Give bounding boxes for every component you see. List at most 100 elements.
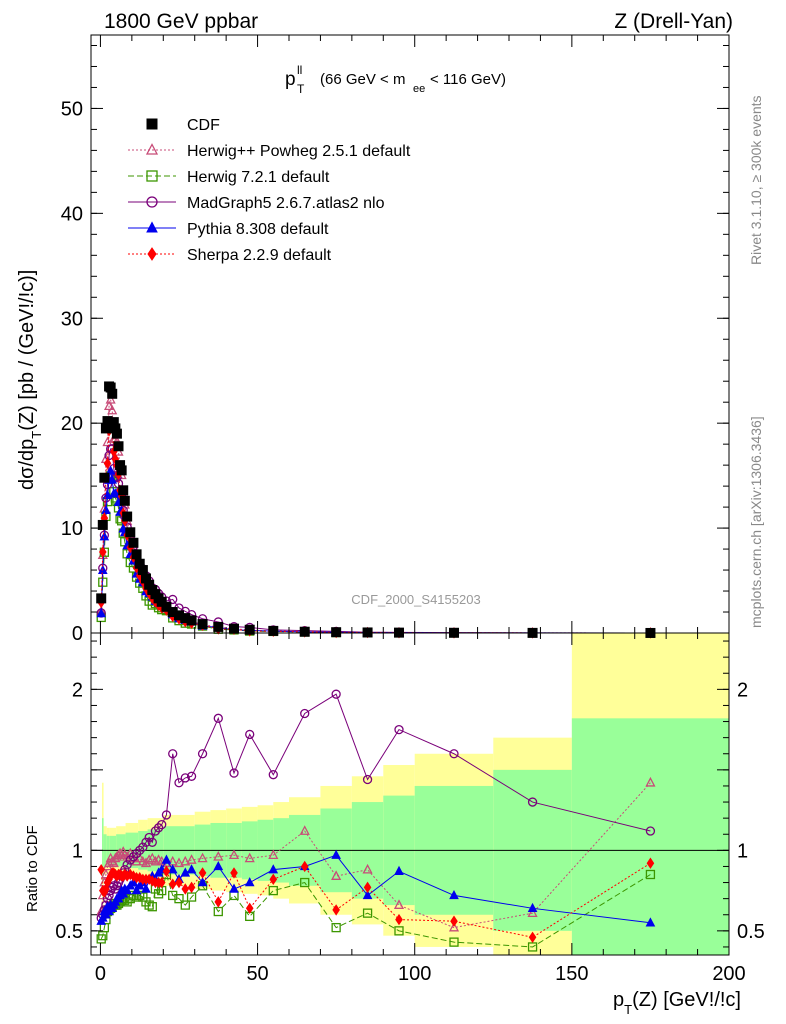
main-ytick-label: 0 (72, 623, 83, 645)
ratio-marker-herwigpp (144, 854, 155, 864)
ratio-marker-pythia (141, 883, 151, 893)
ratio-marker-madgraph (180, 773, 190, 783)
title-range-sub: ee (413, 83, 425, 95)
ratio-series-pythia (96, 849, 656, 927)
ratio-marker-pythia (244, 877, 255, 887)
main-marker-herwigpp (105, 393, 116, 404)
ratio-xlabel: pT(Z) [GeV!/!c] (613, 989, 741, 1017)
ratio-marker-pythia (229, 883, 239, 893)
cdf-point (116, 465, 127, 476)
ratio-marker-herwigpp (228, 849, 240, 860)
ratio-marker-sherpa (175, 876, 183, 889)
ratio-marker-herwigpp (213, 850, 224, 861)
ratio-marker-herwigpp (527, 907, 538, 917)
cdf-point (268, 625, 279, 636)
analysis-watermark: CDF_2000_S4155203 (351, 592, 480, 607)
cdf-point (118, 485, 129, 496)
xlabel-sub: T (624, 1002, 632, 1017)
ratio-marker-herwig7 (144, 900, 154, 910)
ratio-marker-herwig7 (268, 885, 278, 896)
ratio-marker-sherpa (181, 883, 190, 895)
ratio-bands (91, 633, 729, 955)
ratio-marker-madgraph (527, 797, 538, 807)
xtick-label: 150 (555, 963, 588, 985)
cdf-point (362, 627, 373, 638)
title-sub: T (297, 82, 305, 96)
ratio-ylabel: Ratio to CDF (24, 825, 41, 912)
ratio-marker-pythia (180, 867, 191, 877)
cdf-point (97, 519, 108, 530)
cdf-point (107, 388, 118, 399)
cdf-point (244, 624, 255, 635)
legend-entry-herwig7: Herwig 7.2.1 default (128, 169, 330, 186)
ylabel-sub: T (29, 431, 44, 439)
cdf-point (131, 549, 142, 560)
ratio-marker-madgraph (153, 823, 164, 833)
main-ytick-label: 50 (61, 98, 83, 120)
ratio-marker-madgraph (229, 768, 239, 778)
ratio-marker-herwig7 (96, 934, 106, 944)
main-ytick-label: 10 (61, 518, 83, 540)
header-left: 1800 GeV ppbar (104, 10, 258, 33)
ratio-marker-madgraph (144, 832, 154, 843)
ratio-marker-madgraph (131, 848, 142, 859)
ratio-marker-sherpa (157, 876, 166, 889)
legend-label: Herwig 7.2.1 default (187, 169, 330, 186)
ratio-marker-herwig7 (141, 897, 151, 907)
ratio-marker-herwig7 (153, 889, 164, 899)
ratio-frame (90, 632, 730, 956)
cdf-point (161, 601, 172, 612)
ratio-marker-herwig7 (331, 922, 341, 933)
ratio-marker-pythia (645, 917, 656, 927)
ratio-marker-herwigpp (299, 825, 310, 835)
ratio-marker-madgraph (135, 845, 145, 855)
ratio-marker-herwigpp (197, 852, 208, 863)
ratio-marker-herwig7 (300, 877, 310, 888)
ylabel-part-1: dσ/dp (16, 439, 38, 490)
main-marker-pythia (99, 531, 110, 541)
ratio-marker-herwigpp (147, 852, 158, 863)
xtick-label: 0 (95, 963, 106, 985)
ratio-marker-herwigpp (180, 855, 191, 866)
main-line-pythia (100, 470, 651, 634)
header-right: Z (Drell-Yan) (614, 10, 733, 33)
cdf-point (122, 511, 133, 522)
ratio-marker-herwigpp (393, 899, 405, 909)
title-range-b: < 116 GeV) (430, 71, 506, 88)
ratio-ytick-label: 2 (72, 679, 83, 701)
legend-label: Sherpa 2.2.9 default (187, 247, 332, 264)
ratio-marker-herwigpp (150, 855, 161, 866)
ratio-marker-pythia (131, 885, 142, 895)
main-title: p ll T (66 GeV < m ee < 116 GeV) (285, 63, 506, 96)
title-range-a: (66 GeV < m (320, 71, 405, 88)
ratio-marker-pythia (186, 864, 197, 874)
legend-marker-herwigpp (145, 143, 159, 155)
legend-entry-pythia: Pythia 8.308 default (128, 221, 329, 238)
cdf-point (186, 615, 197, 626)
cdf-point (99, 472, 110, 483)
ratio-marker-herwig7 (180, 900, 190, 910)
ratio-marker-herwig7 (125, 894, 135, 904)
cdf-point (128, 537, 139, 548)
mcplots-url-label: mcplots.cern.ch [arXiv:1306.3436] (748, 416, 764, 628)
ratio-marker-sherpa (245, 902, 254, 915)
ratio-marker-herwig7 (394, 926, 404, 936)
ratio-marker-madgraph (362, 774, 373, 785)
ratio-marker-pythia (449, 889, 459, 900)
legend-marker-sherpa (147, 247, 157, 261)
ratio-marker-sherpa (187, 881, 196, 894)
ratio-marker-madgraph (147, 837, 157, 847)
main-marker-sherpa (103, 457, 112, 470)
legend-label: CDF (187, 117, 220, 134)
main-marker-pythia (107, 474, 118, 484)
ratio-marker-madgraph (213, 713, 223, 723)
rivet-version-label: Rivet 3.1.10, ≥ 300k events (748, 95, 764, 265)
ratio-marker-pythia (268, 864, 279, 874)
ratio-marker-madgraph (128, 852, 139, 862)
legend-marker-herwig7 (146, 170, 158, 182)
ratio-marker-madgraph (125, 855, 135, 865)
main-series-madgraph (96, 444, 656, 638)
ratio-marker-herwig7 (174, 894, 184, 904)
ratio-marker-madgraph (150, 826, 161, 836)
